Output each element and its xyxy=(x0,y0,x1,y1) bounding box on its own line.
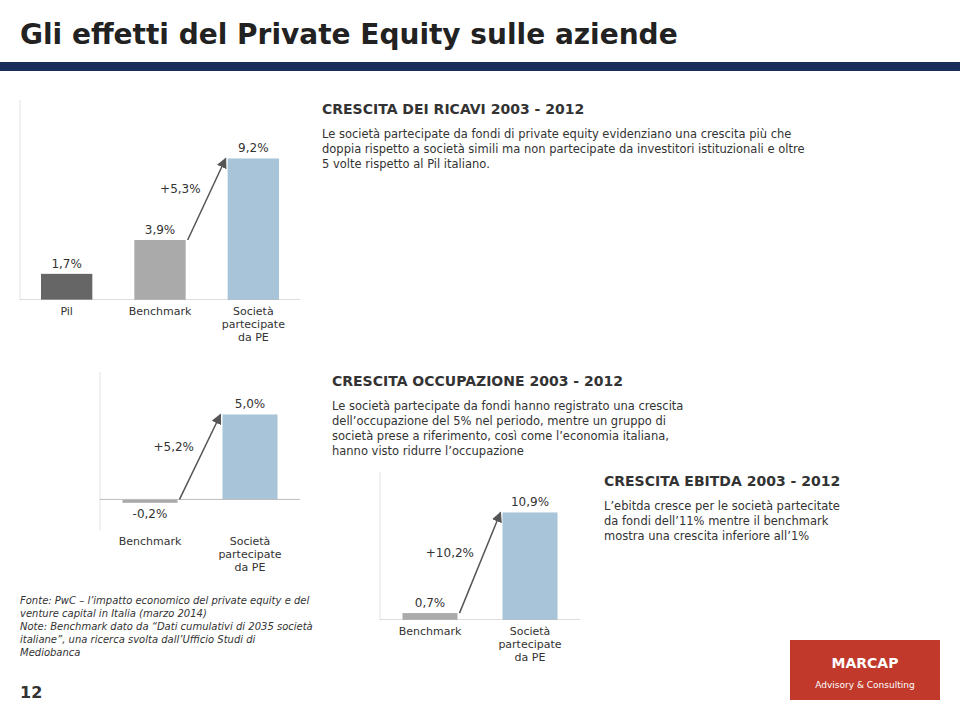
page-title: Gli effetti del Private Equity sulle azi… xyxy=(20,18,678,51)
plot-area xyxy=(380,512,580,620)
data-label: 1,7% xyxy=(51,257,82,271)
bar xyxy=(134,240,185,300)
bar xyxy=(41,274,92,300)
bar xyxy=(223,414,278,499)
separator xyxy=(0,62,960,71)
data-label: -0,2% xyxy=(133,507,168,521)
text-line: Società xyxy=(510,625,551,638)
arrow xyxy=(460,512,501,613)
text-line: L’ebitda cresce per le società partecita… xyxy=(604,499,840,513)
baseline xyxy=(380,620,580,621)
text-line: mostra una crescita inferiore all’1% xyxy=(604,529,809,543)
category-label: Societàpartecipateda PE xyxy=(222,305,285,344)
baseline xyxy=(100,499,300,500)
category-label: Benchmark xyxy=(119,535,182,548)
text-line: Pil xyxy=(60,305,73,318)
category-label: Benchmark xyxy=(129,305,192,318)
text-line: venture capital in Italia (marzo 2014) xyxy=(20,608,207,619)
data-label: 5,0% xyxy=(235,397,266,411)
logo: MARCAP Advisory & Consulting xyxy=(790,640,940,700)
plot-area xyxy=(20,158,300,300)
text-line: da PE xyxy=(515,651,546,664)
text-line: Benchmark xyxy=(119,535,182,548)
data-label: 0,7% xyxy=(415,596,446,610)
arrow xyxy=(180,414,221,499)
chart-description: L’ebitda cresce per le società partecita… xyxy=(604,499,840,543)
text-line: Le società partecipate da fondi di priva… xyxy=(322,127,791,141)
text-line: partecipate xyxy=(222,318,285,331)
data-label: 9,2% xyxy=(238,141,269,155)
text-line: doppia rispetto a società simili ma non … xyxy=(322,142,804,156)
y-axis-line xyxy=(380,472,381,620)
chart: CRESCITA DEI RICAVI 2003 - 2012 Le societ… xyxy=(20,100,804,344)
text-line: Le società partecipate da fondi hanno re… xyxy=(332,399,683,413)
logo-subtitle: Advisory & Consulting xyxy=(815,680,914,690)
category-label: Pil xyxy=(60,305,73,318)
y-axis-line xyxy=(20,100,21,300)
page: Gli effetti del Private Equity sulle azi… xyxy=(0,0,960,712)
page-number: 12 xyxy=(20,683,42,702)
text-line: Società xyxy=(233,305,274,318)
data-label: 10,9% xyxy=(511,495,549,509)
bar xyxy=(228,158,279,300)
text-line: Fonte: PwC – l’impatto economico del pri… xyxy=(20,595,309,606)
bar xyxy=(123,499,178,502)
arrow xyxy=(188,158,226,240)
text-line: Società xyxy=(230,535,271,548)
data-label: 3,9% xyxy=(145,223,176,237)
text-line: italiane”, una ricerca svolta dall’Uffic… xyxy=(20,634,256,645)
chart-description: Le società partecipate da fondi di priva… xyxy=(322,127,804,171)
chart-title: CRESCITA DEI RICAVI 2003 - 2012 xyxy=(322,101,584,117)
footer: Fonte: PwC – l’impatto economico del pri… xyxy=(20,595,313,658)
text-line: da PE xyxy=(238,331,269,344)
y-axis-line xyxy=(100,372,101,530)
text-line: Benchmark xyxy=(399,625,462,638)
text-line: società prese a riferimento, così come l… xyxy=(332,429,669,443)
chart: CRESCITA OCCUPAZIONE 2003 - 2012 Le socie… xyxy=(100,372,683,574)
text-line: Benchmark xyxy=(129,305,192,318)
text-line: da fondi dell’11% mentre il benchmark xyxy=(604,514,829,528)
chart-title: CRESCITA OCCUPAZIONE 2003 - 2012 xyxy=(332,373,623,389)
text-line: hanno visto ridurre l’occupazione xyxy=(332,444,524,458)
infographic: Gli effetti del Private Equity sulle azi… xyxy=(0,0,960,712)
chart-description: Le società partecipate da fondi hanno re… xyxy=(332,399,683,458)
bar xyxy=(403,613,458,620)
chart-title: CRESCITA EBITDA 2003 - 2012 xyxy=(604,473,840,489)
text-line: Note: Benchmark dato da “Dati cumulativi… xyxy=(20,621,313,632)
text-line: partecipate xyxy=(218,548,281,561)
arrow-label: +5,3% xyxy=(160,182,201,196)
category-label: Benchmark xyxy=(399,625,462,638)
logo-title: MARCAP xyxy=(832,655,899,671)
text-line: 5 volte rispetto al Pil italiano. xyxy=(322,157,490,171)
text-line: dell’occupazione del 5% nel periodo, men… xyxy=(332,414,666,428)
category-label: Societàpartecipateda PE xyxy=(498,625,561,664)
arrow-label: +10,2% xyxy=(426,546,474,560)
text-line: partecipate xyxy=(498,638,561,651)
logo-background xyxy=(790,640,940,700)
bar xyxy=(503,512,558,620)
baseline xyxy=(20,300,300,301)
text-line: da PE xyxy=(235,561,266,574)
text-line: Mediobanca xyxy=(20,647,80,658)
arrow-label: +5,2% xyxy=(153,440,194,454)
chart: CRESCITA EBITDA 2003 - 2012 L’ebitda cres… xyxy=(380,472,840,664)
plot-area xyxy=(100,414,300,502)
category-label: Societàpartecipateda PE xyxy=(218,535,281,574)
